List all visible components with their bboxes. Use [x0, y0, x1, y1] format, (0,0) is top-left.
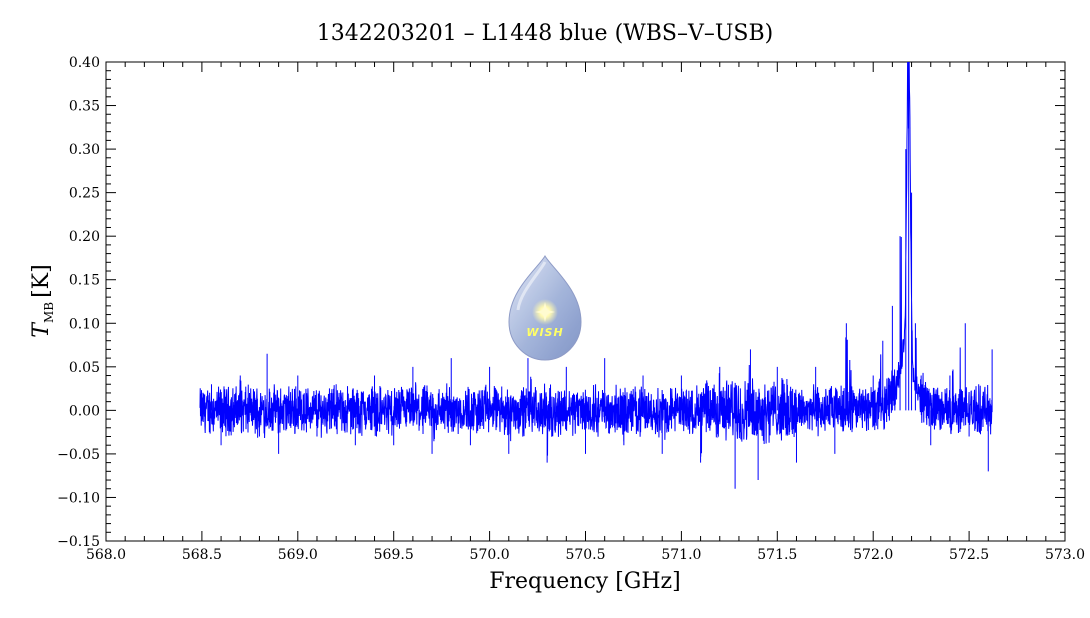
x-tick-label: 568.5	[182, 547, 222, 563]
y-tick-label: 0.30	[69, 142, 100, 158]
y-axis-unit: [K]	[29, 264, 54, 298]
plot-frame	[105, 61, 1066, 542]
x-tick-label: 571.0	[661, 547, 701, 563]
y-tick-labels: −0.15 −0.10 −0.05 0.00 0.05 0.10 0.15 0.20 0.25 0…	[57, 55, 100, 550]
y-tick-label: −0.10	[57, 490, 100, 506]
x-tick-label: 573.0	[1045, 547, 1085, 563]
y-axis-subscript: MB	[42, 302, 56, 323]
x-tick-label: 572.0	[853, 547, 893, 563]
y-tick-label: 0.35	[69, 99, 100, 115]
chart-title: 1342203201 – L1448 blue (WBS–V–USB)	[317, 21, 774, 46]
y-tick-label: −0.05	[57, 447, 100, 463]
x-axis-label: Frequency [GHz]	[489, 569, 681, 594]
y-axis-symbol: T	[29, 321, 54, 338]
x-tick-label: 568.0	[86, 547, 126, 563]
y-tick-label: 0.00	[69, 403, 100, 419]
y-tick-label: 0.05	[69, 360, 100, 376]
y-tick-label: 0.25	[69, 186, 100, 202]
y-tick-label: 0.15	[69, 273, 100, 289]
y-tick-label: 0.20	[69, 229, 100, 245]
x-tick-label: 570.5	[565, 547, 605, 563]
x-tick-labels: 568.0 568.5 569.0 569.5 570.0 570.5 571.0 571.5…	[86, 547, 1085, 563]
spectrum-line	[199, 62, 993, 489]
wish-logo-text: WISH	[526, 326, 563, 339]
x-tick-label: 572.5	[949, 547, 989, 563]
x-tick-label: 569.5	[374, 547, 414, 563]
x-tick-label: 571.5	[757, 547, 797, 563]
x-tick-label: 569.0	[278, 547, 318, 563]
x-tick-label: 570.0	[470, 547, 510, 563]
y-axis-label: TMB [K]	[29, 264, 56, 337]
y-tick-label: −0.15	[57, 534, 100, 550]
y-tick-label: 0.40	[69, 55, 100, 71]
wish-logo: WISH	[508, 255, 582, 361]
axis-ticks	[105, 61, 1066, 542]
y-tick-label: 0.10	[69, 316, 100, 332]
